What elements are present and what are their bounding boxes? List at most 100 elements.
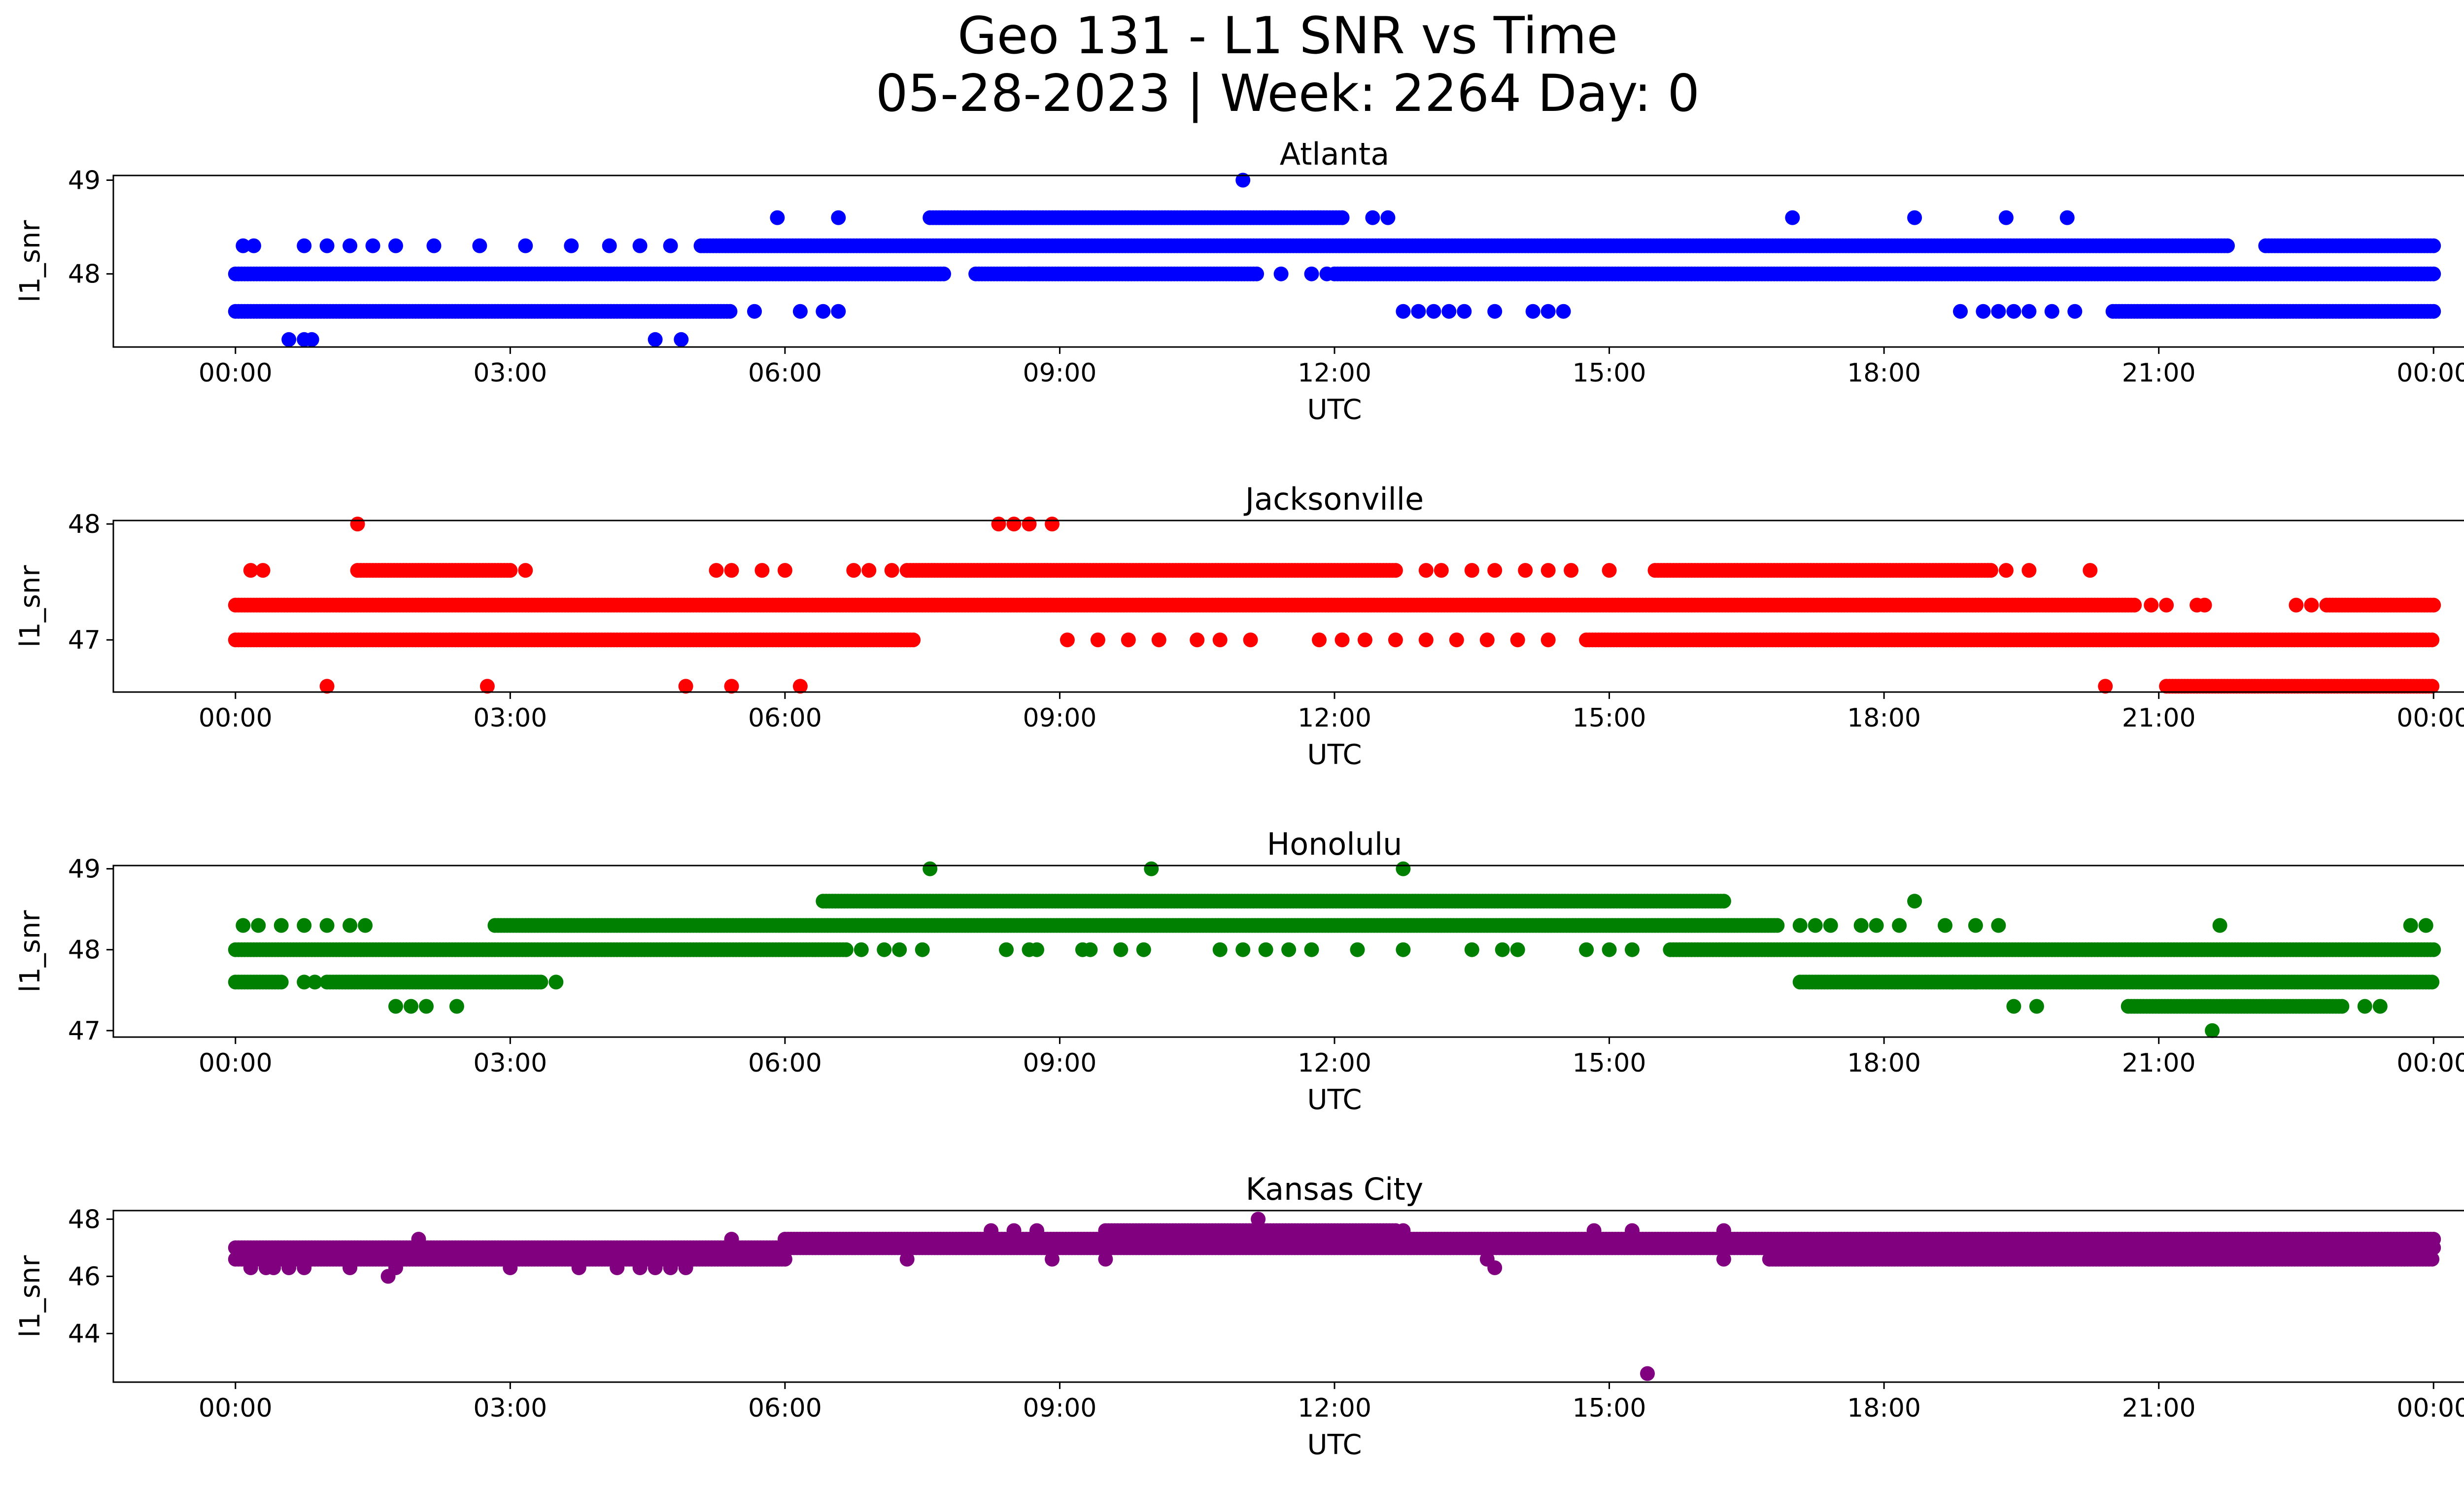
- data-point: [1060, 632, 1075, 648]
- data-point: [564, 238, 579, 253]
- data-point: [2021, 563, 2037, 578]
- data-point: [1090, 632, 1105, 648]
- data-point: [1388, 632, 1403, 648]
- subplot-title: Atlanta: [1280, 136, 1389, 172]
- data-point: [1273, 266, 1289, 281]
- data-point: [1449, 632, 1464, 648]
- data-point: [2425, 974, 2440, 990]
- data-point: [518, 238, 533, 253]
- data-point: [1510, 942, 1525, 957]
- data-point: [2289, 597, 2304, 613]
- x-tick-label: 00:00: [2396, 703, 2464, 733]
- x-tick-label: 06:00: [748, 358, 822, 388]
- data-point: [1434, 563, 1449, 578]
- data-point: [1457, 304, 1472, 319]
- data-point: [2372, 999, 2388, 1014]
- data-point: [1083, 942, 1098, 957]
- data-point: [2418, 918, 2433, 933]
- data-point: [2029, 999, 2044, 1014]
- data-point: [404, 999, 418, 1014]
- data-point: [1487, 563, 1503, 578]
- data-point: [2006, 304, 2021, 319]
- data-point: [388, 238, 403, 253]
- x-tick-label: 06:00: [748, 1048, 822, 1078]
- data-point: [1495, 942, 1510, 957]
- data-point: [1968, 918, 1983, 933]
- data-point: [1991, 304, 2006, 319]
- data-point: [1312, 632, 1327, 648]
- data-point: [1998, 210, 2014, 225]
- data-point: [2205, 1023, 2220, 1038]
- y-tick-label: 47: [68, 626, 101, 655]
- data-point: [1151, 632, 1166, 648]
- data-point: [2426, 238, 2441, 253]
- data-point: [1212, 942, 1228, 957]
- data-point: [365, 238, 380, 253]
- data-point: [999, 942, 1014, 957]
- data-point: [1113, 942, 1129, 957]
- data-point: [1464, 563, 1479, 578]
- data-point: [358, 918, 373, 933]
- x-tick-label: 09:00: [1023, 358, 1097, 388]
- data-point: [906, 632, 921, 648]
- data-point: [2425, 679, 2440, 694]
- data-point: [1579, 942, 1594, 957]
- data-point: [2144, 597, 2159, 613]
- data-point: [1396, 861, 1411, 876]
- data-point: [548, 974, 564, 990]
- data-point: [1396, 304, 1411, 319]
- y-tick-label: 48: [68, 510, 101, 539]
- data-point: [1045, 517, 1060, 532]
- data-point: [1235, 173, 1251, 188]
- x-tick-label: 21:00: [2122, 358, 2196, 388]
- x-tick-label: 00:00: [199, 1048, 273, 1078]
- data-point: [1953, 304, 1968, 319]
- data-point: [709, 563, 724, 578]
- data-point: [1335, 632, 1350, 648]
- data-point: [1243, 632, 1258, 648]
- x-tick-label: 18:00: [1847, 703, 1921, 733]
- data-point: [1556, 304, 1571, 319]
- x-tick-label: 00:00: [199, 703, 273, 733]
- data-point: [1998, 563, 2014, 578]
- x-tick-label: 12:00: [1298, 703, 1371, 733]
- data-point: [1823, 918, 1838, 933]
- data-point: [2403, 918, 2418, 933]
- data-point: [674, 332, 689, 347]
- data-point: [1212, 632, 1228, 648]
- data-point: [281, 332, 297, 347]
- data-point: [1426, 304, 1441, 319]
- data-point: [816, 304, 831, 319]
- data-point: [2426, 266, 2441, 281]
- data-point: [2212, 918, 2227, 933]
- data-point: [1853, 918, 1869, 933]
- data-point: [1029, 942, 1044, 957]
- data-point: [1907, 894, 1922, 909]
- data-point: [1235, 942, 1251, 957]
- data-point: [861, 563, 877, 578]
- data-point: [1464, 942, 1479, 957]
- data-point: [1380, 210, 1396, 225]
- data-point: [1136, 942, 1151, 957]
- data-point: [1945, 974, 1960, 990]
- data-point: [342, 238, 358, 253]
- data-point: [884, 563, 899, 578]
- data-point: [1968, 974, 1983, 990]
- data-point: [1487, 304, 1503, 319]
- x-tick-label: 00:00: [199, 358, 273, 388]
- data-point: [923, 861, 938, 876]
- data-point: [1602, 942, 1617, 957]
- scatter-series: [228, 861, 2441, 1038]
- x-tick-label: 15:00: [1573, 358, 1646, 388]
- data-point: [663, 238, 678, 253]
- data-point: [2304, 597, 2319, 613]
- data-point: [1976, 304, 1991, 319]
- data-point: [2067, 304, 2083, 319]
- data-point: [2059, 210, 2075, 225]
- data-point: [722, 304, 738, 319]
- x-tick-label: 03:00: [473, 703, 547, 733]
- data-point: [1396, 942, 1411, 957]
- data-point: [1770, 918, 1785, 933]
